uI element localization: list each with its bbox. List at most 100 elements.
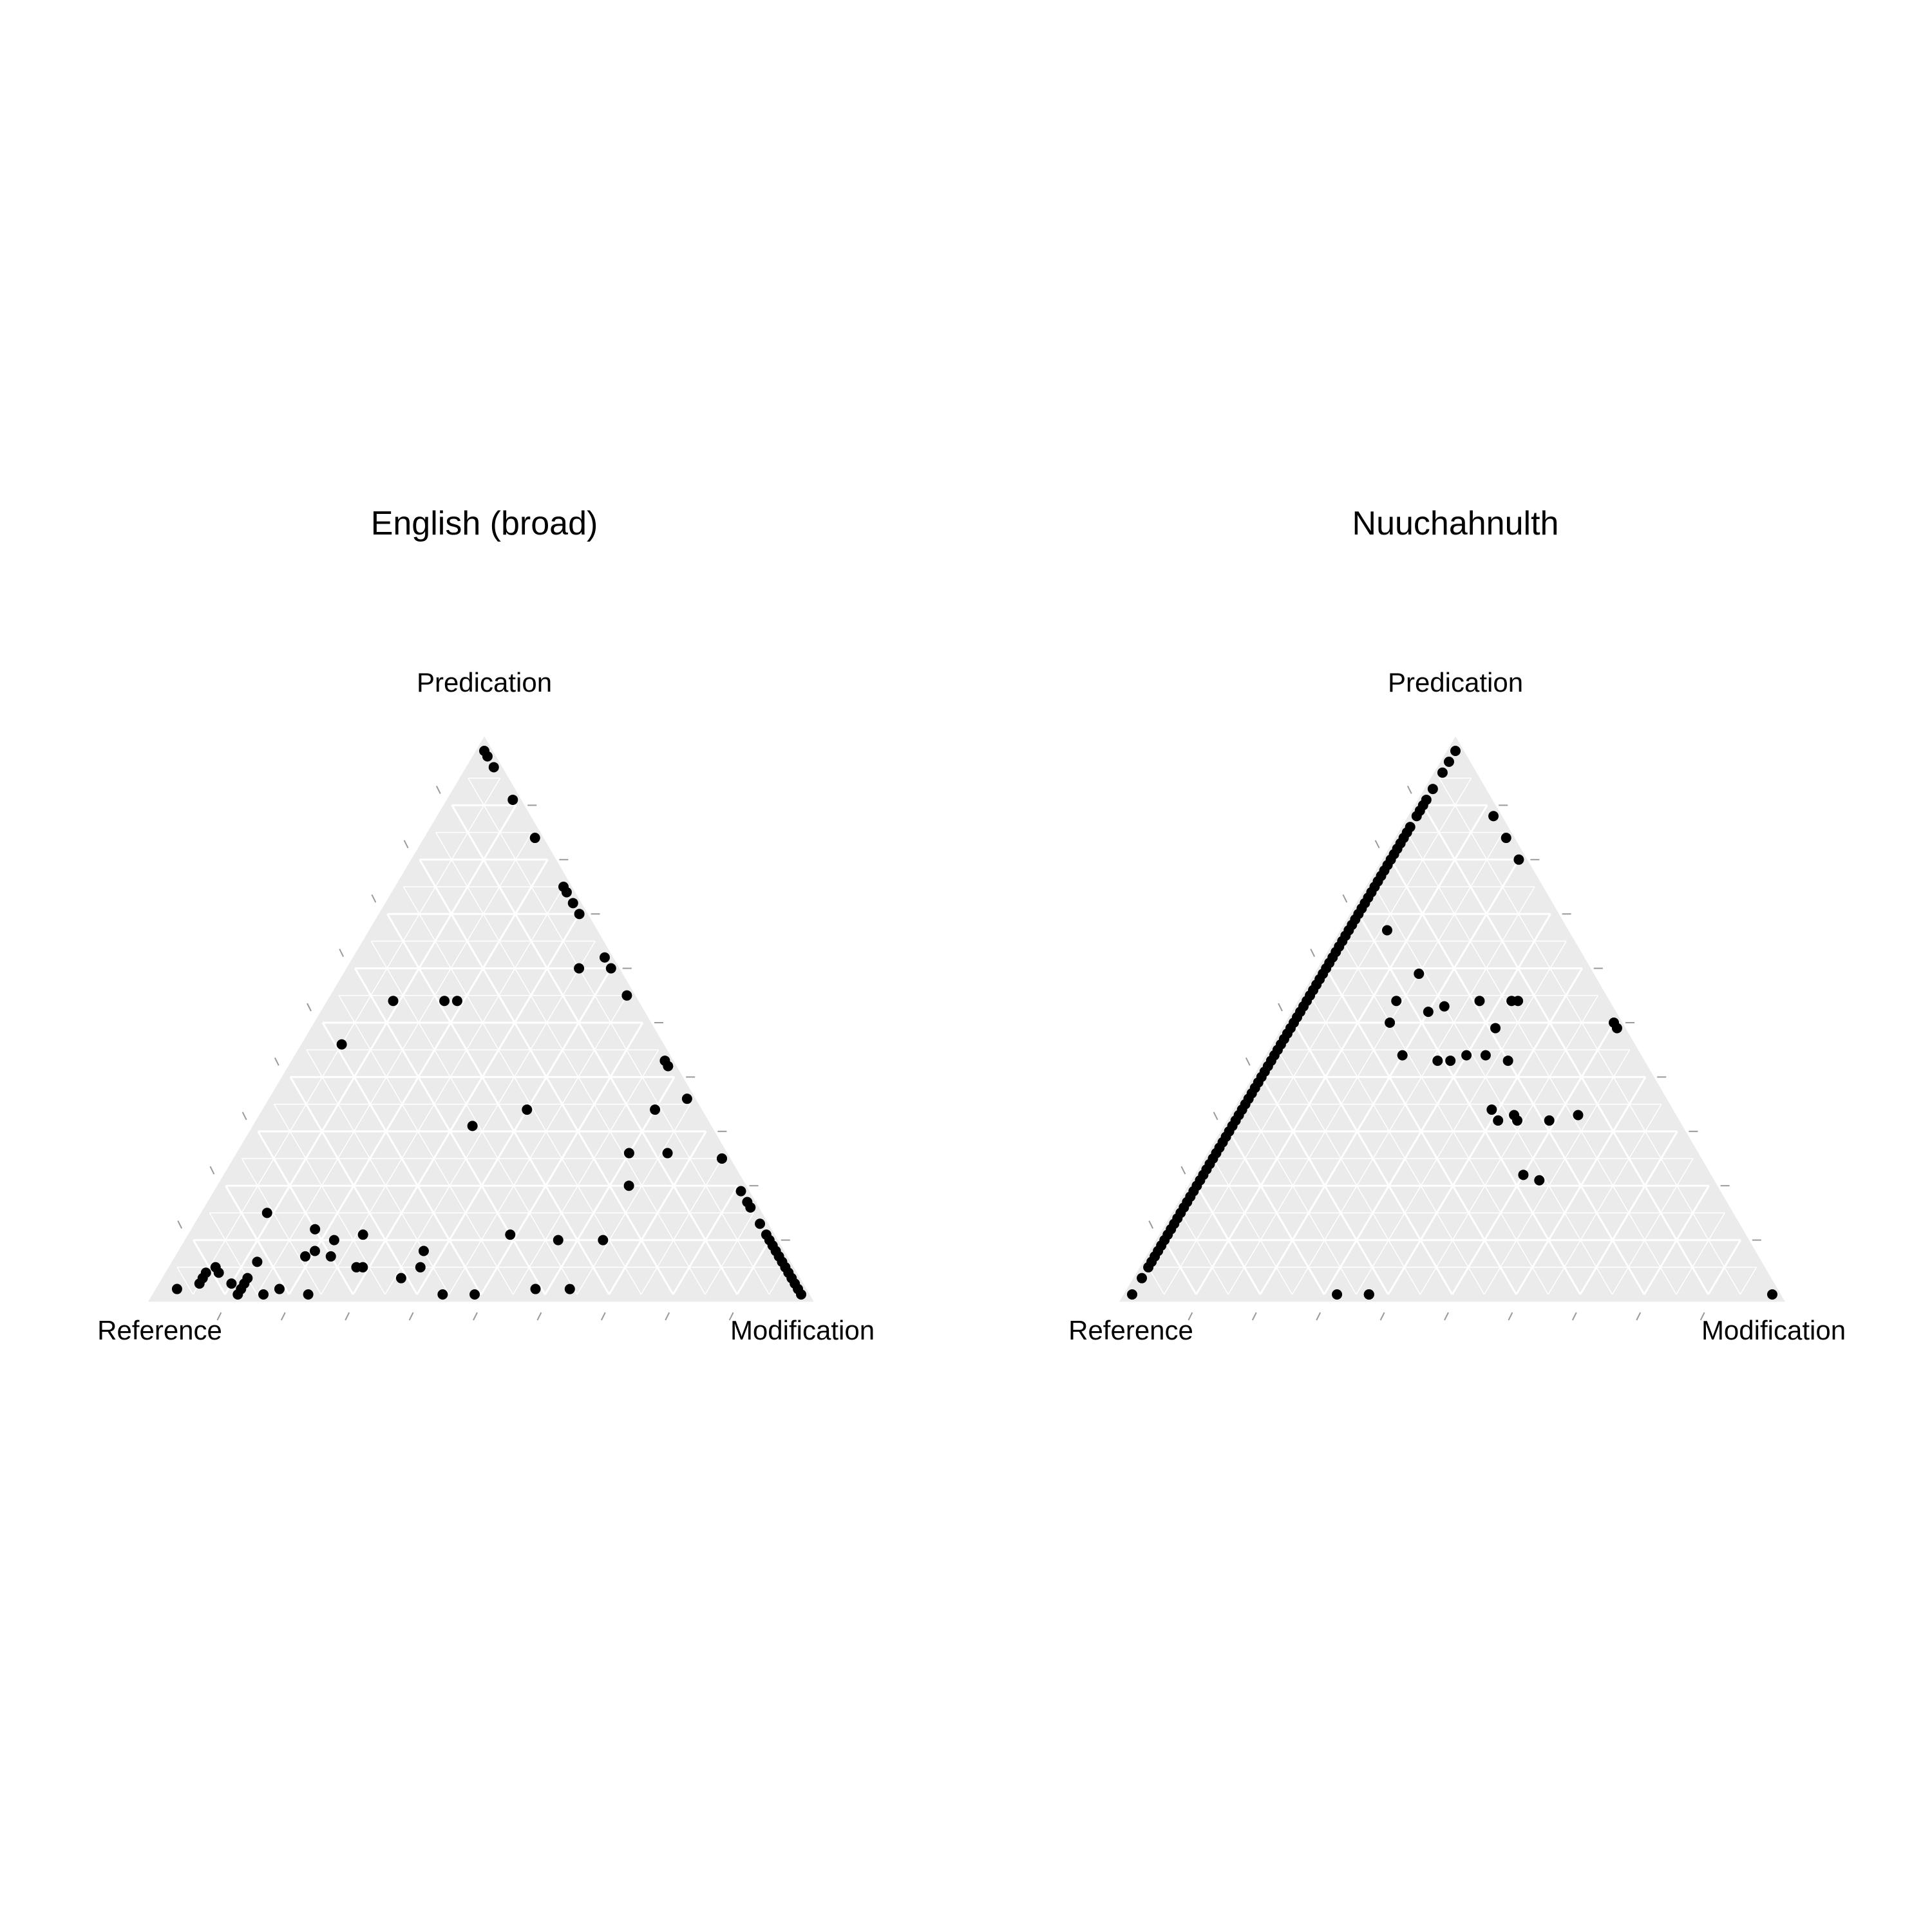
tick-mark-reference [371, 894, 377, 903]
panel-english: English (broad) Predication Reference Mo… [97, 505, 875, 1345]
grid-line-reference [192, 1239, 226, 1295]
tick-mark-reference [177, 1220, 183, 1229]
tick-mark-modification [1700, 1312, 1705, 1321]
data-point [755, 1218, 766, 1229]
data-point [239, 1278, 250, 1289]
tick-mark-modification [216, 1312, 222, 1321]
grid-line-modification [448, 995, 628, 1295]
data-point [252, 1256, 263, 1267]
data-point [1427, 784, 1438, 795]
grid-line-reference [1163, 1239, 1197, 1295]
grid-line-modification [1676, 1213, 1725, 1295]
grid-line-modification [1643, 1185, 1710, 1295]
data-point [1502, 1056, 1513, 1066]
data-point [564, 1283, 575, 1294]
data-point [1443, 756, 1454, 767]
grid-line-reference [1212, 1158, 1293, 1295]
data-point [232, 1289, 243, 1300]
tick-mark-modification [280, 1312, 286, 1321]
grid-line-modification [1164, 777, 1472, 1295]
ternary-plot-area [148, 736, 814, 1321]
data-point [650, 1104, 661, 1115]
grid-line-modification [1515, 1076, 1647, 1295]
data-point [395, 1273, 406, 1283]
data-point [1513, 854, 1524, 865]
tick-mark-modification [665, 1312, 670, 1321]
data-point [1397, 1050, 1408, 1061]
data-point [574, 963, 585, 974]
data-point [1501, 833, 1511, 844]
tick-mark-reference [1374, 840, 1380, 849]
tick-mark-modification [536, 1312, 542, 1321]
data-point [561, 887, 572, 898]
data-point [1414, 969, 1425, 980]
grid-line-reference [1293, 1022, 1454, 1295]
data-point [505, 1229, 516, 1240]
data-point [451, 996, 462, 1007]
data-point [567, 898, 578, 909]
data-point [681, 1094, 692, 1104]
axis-label-predication: Predication [417, 667, 552, 697]
tick-mark-modification [1379, 1312, 1385, 1321]
tick-mark-modification [600, 1312, 606, 1321]
grid-line-modification [1739, 1267, 1757, 1295]
tick-mark-reference [339, 949, 345, 958]
data-point [467, 1121, 478, 1132]
grid-line-modification [672, 1185, 739, 1295]
grid-line-modification [736, 1239, 771, 1295]
grid-line-reference [1260, 1076, 1389, 1295]
axis-label-reference: Reference [1068, 1315, 1193, 1345]
data-point [1488, 811, 1499, 822]
data-point [530, 1283, 541, 1294]
data-point [439, 996, 450, 1007]
grid-line-modification [1291, 886, 1535, 1295]
data-point [663, 1061, 674, 1072]
data-point [574, 909, 585, 920]
tick-mark-modification [1508, 1312, 1513, 1321]
tick-mark-reference [274, 1057, 279, 1066]
data-point [1461, 1050, 1472, 1061]
grid-line-modification [193, 777, 501, 1295]
grid-line-modification [1611, 1158, 1694, 1295]
grid-line-reference [241, 1158, 322, 1295]
axis-label-reference: Reference [97, 1315, 222, 1345]
panel-title: English (broad) [371, 505, 598, 542]
grid-line-modification [705, 1213, 754, 1295]
tick-mark-modification [408, 1312, 414, 1321]
data-point [1127, 1289, 1137, 1300]
grid-line-reference [321, 1022, 482, 1295]
data-point [1381, 925, 1392, 936]
data-point [735, 1186, 746, 1197]
grid-line-modification [480, 1022, 644, 1295]
data-point [197, 1273, 208, 1283]
grid-line-reference [370, 941, 578, 1295]
data-point [415, 1262, 426, 1273]
data-point [796, 1289, 806, 1300]
grid-line-modification [576, 1104, 691, 1295]
data-point [336, 1039, 347, 1050]
data-point [437, 1289, 448, 1300]
grid-line-reference [1196, 1185, 1262, 1295]
grid-line-modification [256, 832, 533, 1295]
tick-mark-reference [1278, 1003, 1283, 1012]
grid-line-modification [608, 1131, 707, 1295]
data-point [300, 1251, 310, 1262]
grid-line-modification [1451, 1022, 1615, 1295]
panel-nuuchahnulth: Nuuchahnulth Predication Reference Modif… [1068, 505, 1846, 1345]
grid-line-reference [338, 995, 514, 1295]
data-point [1486, 1104, 1497, 1115]
data-point [623, 1180, 634, 1191]
grid-line-reference [1439, 777, 1741, 1295]
tick-mark-reference [1342, 894, 1348, 903]
axis-label-predication: Predication [1388, 667, 1523, 697]
tick-mark-reference [1406, 785, 1412, 794]
grid-line-reference [1228, 1131, 1325, 1295]
axis-label-modification: Modification [730, 1315, 875, 1345]
data-point [1332, 1289, 1343, 1300]
grid-line-reference [468, 777, 770, 1295]
grid-line-modification [513, 1049, 659, 1295]
tick-mark-modification [1251, 1312, 1257, 1321]
data-point [599, 952, 610, 963]
data-point [522, 1104, 533, 1115]
